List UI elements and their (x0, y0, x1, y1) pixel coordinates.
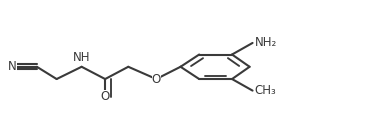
Text: NH: NH (73, 51, 90, 64)
Text: NH₂: NH₂ (255, 36, 277, 49)
Text: O: O (152, 73, 161, 85)
Text: N: N (8, 60, 17, 73)
Text: CH₃: CH₃ (255, 84, 276, 97)
Text: O: O (100, 90, 110, 103)
